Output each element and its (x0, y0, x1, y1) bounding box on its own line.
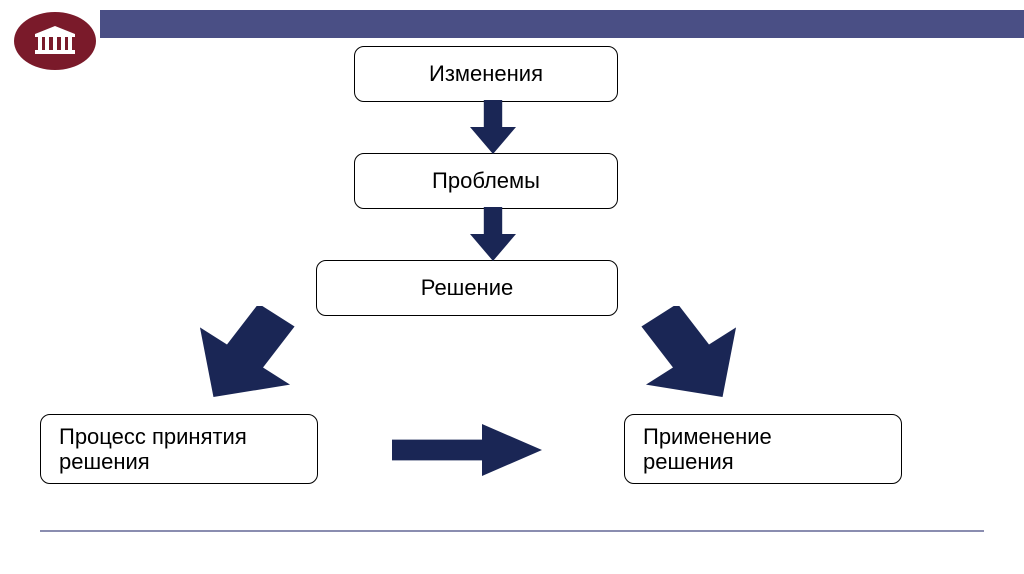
node-problems: Проблемы (354, 153, 618, 209)
node-label: Изменения (429, 61, 543, 86)
logo-ellipse (14, 12, 96, 70)
arrow-down-icon (470, 207, 516, 261)
node-changes: Изменения (354, 46, 618, 102)
node-label: Процесс принятиярешения (59, 424, 247, 475)
node-label: Применениерешения (643, 424, 772, 475)
building-icon (33, 26, 77, 56)
header-bar (100, 10, 1024, 38)
logo (14, 12, 96, 70)
arrow-diagonal-left-icon (190, 306, 300, 406)
node-label: Проблемы (432, 168, 540, 193)
arrow-down-icon (470, 100, 516, 154)
footer-divider (40, 530, 984, 532)
node-label: Решение (421, 275, 514, 300)
node-solution: Решение (316, 260, 618, 316)
node-solution-application: Применениерешения (624, 414, 902, 484)
node-decision-process: Процесс принятиярешения (40, 414, 318, 484)
arrow-right-icon (392, 424, 542, 476)
arrow-diagonal-right-icon (636, 306, 746, 406)
